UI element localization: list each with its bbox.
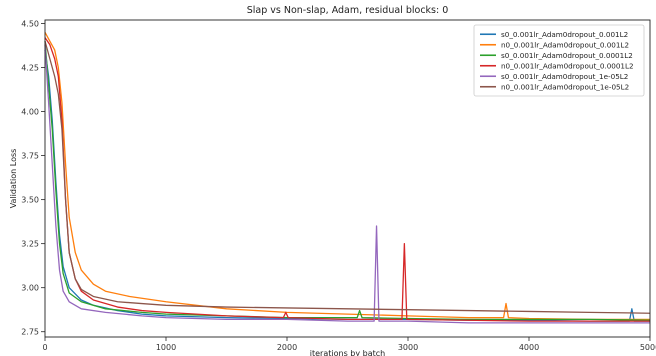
x-axis-label: iterations by batch [310,349,385,356]
x-tick-label-1: 1000 [156,343,176,352]
legend-label-0: s0_0.001lr_Adam0dropout_0.001L2 [501,30,628,39]
legend-box [473,24,645,97]
y-tick-label-6: 4.25 [21,64,39,73]
legend-label-5: n0_0.001lr_Adam0dropout_1e-05L2 [501,82,629,91]
plot-frame [44,19,651,338]
y-tick-label-0: 2.75 [21,328,39,337]
series-line-3 [44,37,650,322]
legend-label-2: s0_0.001lr_Adam0dropout_0.0001L2 [501,51,633,60]
legend-label-3: n0_0.001lr_Adam0dropout_0.0001L2 [501,61,634,70]
y-tick-label-2: 3.25 [21,240,39,249]
series-line-2 [44,41,651,321]
x-tick-label-5: 5000 [640,343,656,352]
legend-label-1: n0_0.001lr_Adam0dropout_0.001L2 [501,40,629,49]
y-tick-label-5: 4.00 [21,108,39,117]
y-tick-label-3: 3.50 [21,196,39,205]
y-axis-label: Validation Loss [9,149,18,209]
y-tick-label-4: 3.75 [21,152,39,161]
series-line-4 [44,44,650,324]
x-tick-label-0: 0 [42,343,47,352]
series-line-5 [44,40,651,314]
x-tick-label-2: 2000 [277,343,297,352]
legend-label-4: s0_0.001lr_Adam0dropout_1e-05L2 [501,72,628,81]
series-line-1 [44,32,650,321]
y-tick-label-7: 4.50 [21,20,39,29]
y-tick-label-1: 3.00 [21,284,39,293]
chart-title: Slap vs Non-slap, Adam, residual blocks:… [247,5,449,16]
x-tick-label-4: 4000 [519,343,539,352]
x-tick-label-3: 3000 [398,343,418,352]
